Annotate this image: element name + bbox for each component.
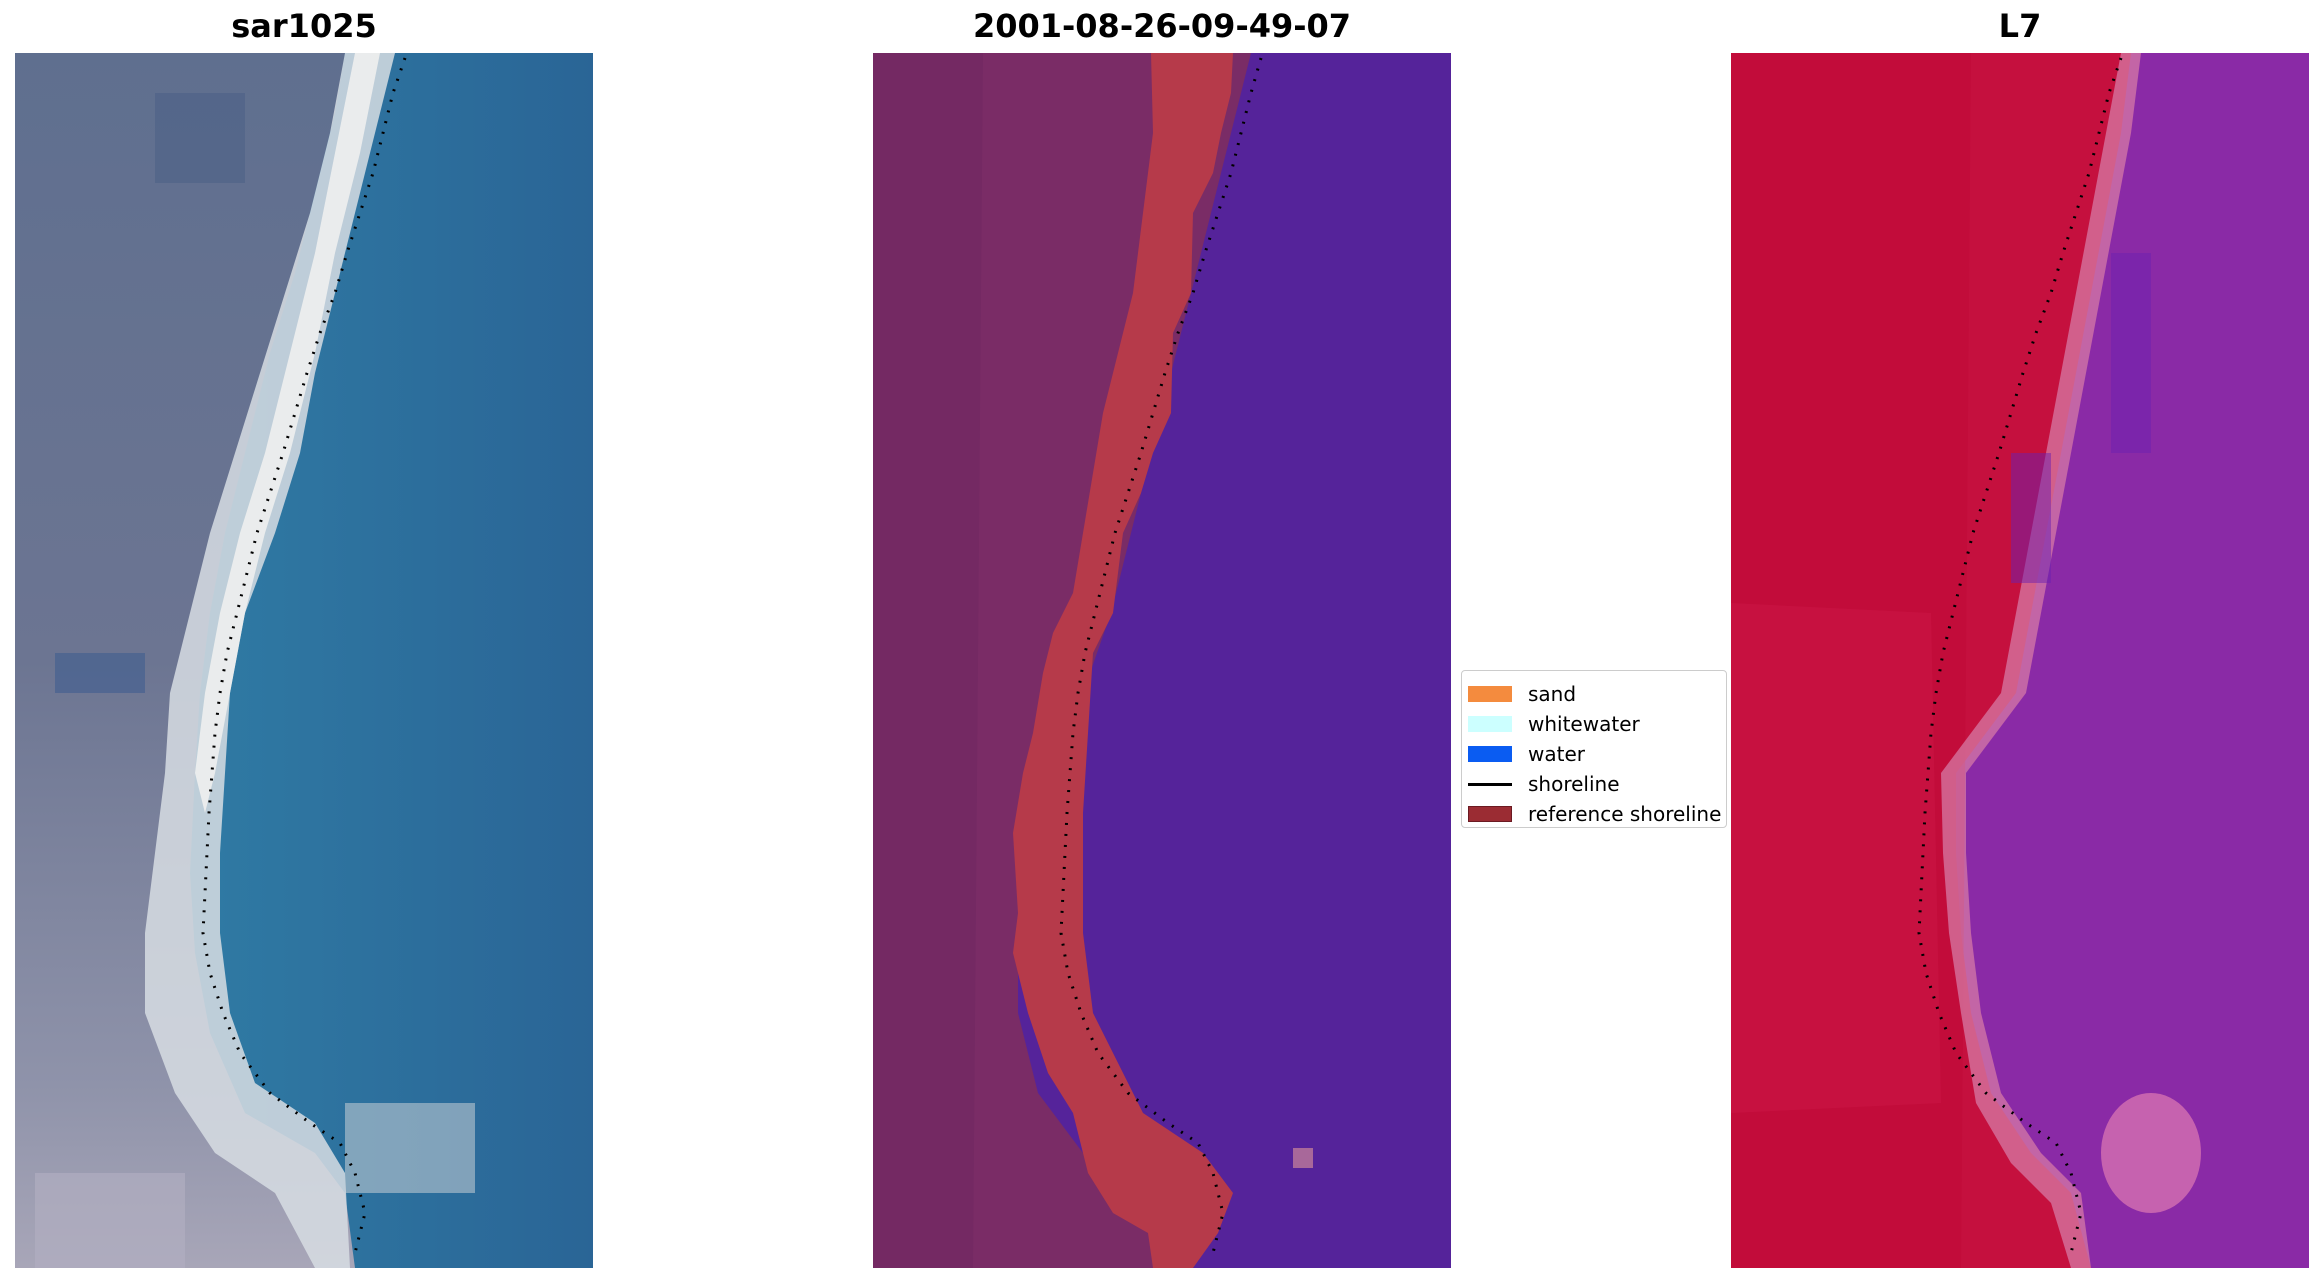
legend-label: reference shoreline [1528, 802, 1722, 826]
shoreline [201, 57, 407, 1254]
shoreline-line-swatch [1468, 782, 1512, 786]
legend: sand whitewater water shoreline referenc… [1461, 670, 1727, 828]
class-sand [1013, 53, 1233, 1268]
classification-panel [873, 53, 1451, 1268]
legend-item-sand: sand [1462, 679, 1726, 709]
reference-shoreline-swatch [1468, 806, 1512, 822]
index-transition [1941, 53, 2141, 1268]
legend-label: whitewater [1528, 712, 1640, 736]
rgb-image-panel [15, 53, 593, 1268]
classification-image [873, 53, 1451, 1268]
index-image [1731, 53, 2309, 1268]
beach-sand [145, 53, 395, 1268]
legend-item-whitewater: whitewater [1462, 709, 1726, 739]
legend-item-shoreline: shoreline [1462, 769, 1726, 799]
panel-title-rgb: sar1025 [231, 7, 377, 45]
rgb-image [15, 53, 593, 1268]
legend-label: water [1528, 742, 1585, 766]
panel-title-classification: 2001-08-26-09-49-07 [972, 7, 1352, 45]
panel-title-ndwi: L7 [1998, 7, 2042, 45]
legend-label: shoreline [1528, 772, 1620, 796]
legend-item-water: water [1462, 739, 1726, 769]
index-image-panel [1731, 53, 2309, 1268]
shoreline [1059, 57, 1263, 1254]
shoreline [1917, 57, 2123, 1254]
whitewater-swatch [1468, 716, 1512, 732]
sand-swatch [1468, 686, 1512, 702]
legend-label: sand [1528, 682, 1577, 706]
beach-highlight [195, 53, 380, 813]
water-swatch [1468, 746, 1512, 762]
legend-item-reference-shoreline: reference shoreline [1462, 799, 1726, 829]
